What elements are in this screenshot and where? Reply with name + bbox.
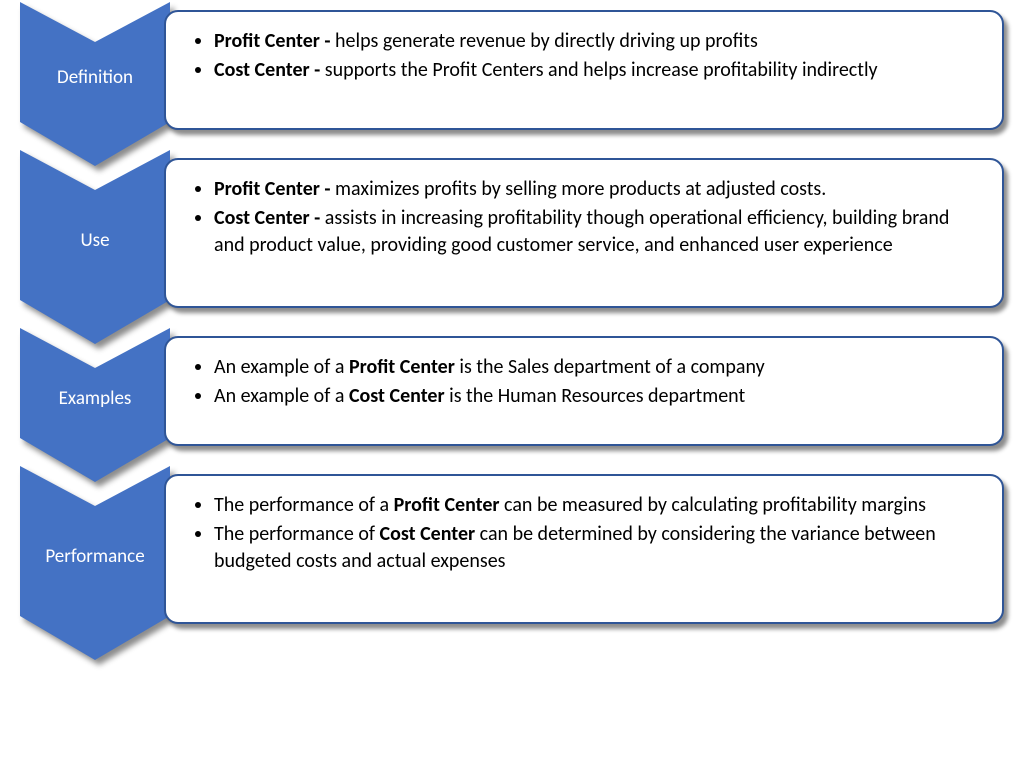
bullet-prefix: An example of a bbox=[214, 355, 349, 379]
bullet-list: Profit Center - maximizes profits by sel… bbox=[192, 176, 980, 259]
bullet-item: Profit Center - helps generate revenue b… bbox=[214, 28, 980, 55]
chevron-label: Use bbox=[80, 215, 109, 252]
bullet-item: An example of a Profit Center is the Sal… bbox=[214, 354, 980, 381]
bullet-bold: Profit Center bbox=[394, 493, 500, 517]
bullet-item: An example of a Cost Center is the Human… bbox=[214, 383, 980, 410]
chevron-label: Definition bbox=[57, 52, 133, 89]
bullet-text: maximizes profits by selling more produc… bbox=[335, 177, 826, 201]
diagram-row: Performance The performance of a Profit C… bbox=[20, 474, 1004, 624]
bullet-text: is the Human Resources department bbox=[445, 384, 746, 408]
chevron-shape: Definition bbox=[20, 10, 170, 130]
bullet-prefix: The performance of bbox=[214, 522, 380, 546]
bullet-item: Profit Center - maximizes profits by sel… bbox=[214, 176, 980, 203]
bullet-bold: Cost Center bbox=[349, 384, 445, 408]
bullet-bold: Cost Center - bbox=[214, 58, 325, 82]
bullet-text: is the Sales department of a company bbox=[455, 355, 765, 379]
bullet-bold: Profit Center bbox=[349, 355, 455, 379]
content-box: Profit Center - maximizes profits by sel… bbox=[164, 158, 1004, 308]
bullet-item: The performance of Cost Center can be de… bbox=[214, 521, 980, 575]
chevron-shape: Use bbox=[20, 158, 170, 308]
chevron-label: Performance bbox=[45, 531, 144, 568]
diagram-row: Definition Profit Center - helps generate… bbox=[20, 10, 1004, 130]
bullet-list: The performance of a Profit Center can b… bbox=[192, 492, 980, 575]
diagram-row: Examples An example of a Profit Center is… bbox=[20, 336, 1004, 446]
content-box: Profit Center - helps generate revenue b… bbox=[164, 10, 1004, 130]
content-box: An example of a Profit Center is the Sal… bbox=[164, 336, 1004, 446]
chevron-label: Examples bbox=[59, 373, 132, 410]
diagram-row: Use Profit Center - maximizes profits by … bbox=[20, 158, 1004, 308]
chevron-shape: Examples bbox=[20, 336, 170, 446]
bullet-item: Cost Center - supports the Profit Center… bbox=[214, 57, 980, 84]
bullet-item: The performance of a Profit Center can b… bbox=[214, 492, 980, 519]
bullet-item: Cost Center - assists in increasing prof… bbox=[214, 205, 980, 259]
bullet-bold: Cost Center bbox=[380, 522, 476, 546]
bullet-bold: Profit Center - bbox=[214, 177, 335, 201]
bullet-list: Profit Center - helps generate revenue b… bbox=[192, 28, 980, 84]
bullet-list: An example of a Profit Center is the Sal… bbox=[192, 354, 980, 410]
bullet-text: can be measured by calculating profitabi… bbox=[500, 493, 926, 517]
content-box: The performance of a Profit Center can b… bbox=[164, 474, 1004, 624]
diagram-container: Definition Profit Center - helps generate… bbox=[20, 10, 1004, 624]
bullet-bold: Cost Center - bbox=[214, 206, 325, 230]
chevron-shape: Performance bbox=[20, 474, 170, 624]
bullet-text: assists in increasing profitability thou… bbox=[214, 206, 949, 257]
bullet-text: helps generate revenue by directly drivi… bbox=[335, 29, 758, 53]
bullet-prefix: An example of a bbox=[214, 384, 349, 408]
bullet-text: supports the Profit Centers and helps in… bbox=[325, 58, 878, 82]
bullet-bold: Profit Center - bbox=[214, 29, 335, 53]
bullet-prefix: The performance of a bbox=[214, 493, 394, 517]
